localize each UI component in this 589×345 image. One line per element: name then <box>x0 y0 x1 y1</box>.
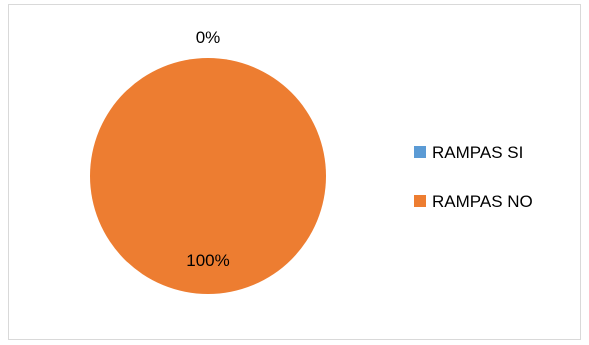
pie-slice-rampas-no <box>90 58 326 294</box>
data-label-rampas-si: 0% <box>196 28 221 47</box>
data-label-rampas-no: 100% <box>186 251 229 270</box>
pie-slices <box>90 58 326 294</box>
legend-label-rampas-si: RAMPAS SI <box>432 143 523 162</box>
legend-swatch-rampas-no <box>414 195 426 207</box>
legend: RAMPAS SI RAMPAS NO <box>414 143 533 211</box>
legend-label-rampas-no: RAMPAS NO <box>432 192 533 211</box>
legend-swatch-rampas-si <box>414 146 426 158</box>
